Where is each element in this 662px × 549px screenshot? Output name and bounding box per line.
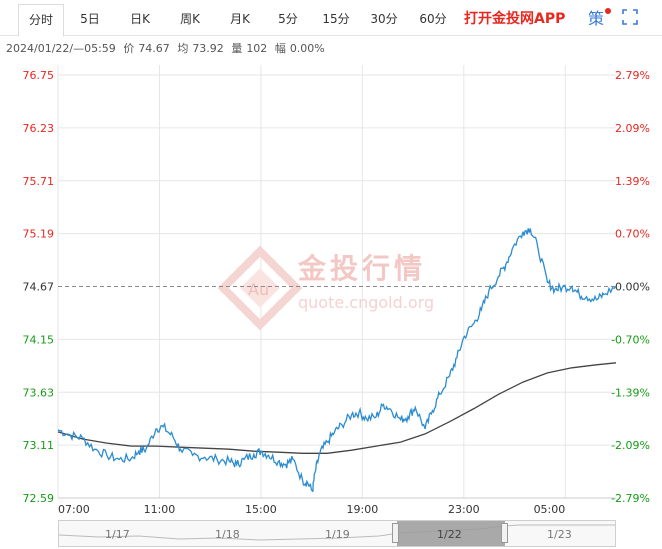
change-value: 0.00% bbox=[289, 42, 325, 55]
navigator-date: 1/18 bbox=[215, 528, 240, 541]
tab-intraday[interactable]: 分时 bbox=[18, 4, 64, 37]
price-tick-label: 75.19 bbox=[23, 228, 55, 241]
navigator-left-handle[interactable] bbox=[392, 523, 399, 543]
volume-value: 102 bbox=[246, 42, 268, 55]
price-line bbox=[57, 228, 617, 492]
percent-tick-label: -2.79% bbox=[611, 492, 650, 505]
watermark: Au 金投行情 quote.cngold.org bbox=[217, 245, 434, 331]
watermark-logo-text: Au bbox=[248, 280, 269, 299]
price-tick-label: 76.75 bbox=[23, 69, 55, 82]
watermark-name: 金投行情 bbox=[297, 252, 426, 285]
navigator-date: 1/23 bbox=[547, 528, 572, 541]
average-price-line bbox=[57, 362, 617, 454]
percent-axis: 2.79% 2.09% 1.39% 0.70% 0.00% -0.70% -1.39% -2.… bbox=[611, 69, 650, 505]
percent-tick-label: -0.70% bbox=[611, 333, 650, 346]
tab-weekly-k[interactable]: 周K bbox=[180, 12, 200, 26]
price-tick-label: 72.59 bbox=[23, 492, 55, 505]
navigator-right-handle[interactable] bbox=[501, 523, 508, 543]
price-axis: 76.75 76.23 75.71 75.19 74.67 74.15 73.63 73.11… bbox=[23, 69, 55, 505]
strategy-button[interactable]: 策 bbox=[588, 9, 605, 28]
navigator-date: 1/17 bbox=[105, 528, 130, 541]
tab-daily-k[interactable]: 日K bbox=[130, 12, 150, 26]
percent-tick-label: -2.09% bbox=[611, 439, 650, 452]
watermark-url: quote.cngold.org bbox=[298, 293, 434, 312]
tab-5-day[interactable]: 5日 bbox=[80, 12, 100, 26]
avg-label: 均 bbox=[177, 42, 189, 55]
volume-label: 量 bbox=[231, 42, 243, 55]
price-tick-label: 74.67 bbox=[23, 281, 55, 294]
tab-60-min[interactable]: 60分 bbox=[419, 12, 447, 26]
change-label: 幅 bbox=[274, 42, 286, 55]
range-navigator[interactable]: 1/17 1/18 1/19 1/22 1/23 bbox=[58, 520, 616, 547]
time-tick-label: 23:00 bbox=[448, 503, 480, 516]
percent-tick-label: 1.39% bbox=[615, 175, 650, 188]
tab-30-min[interactable]: 30分 bbox=[370, 12, 398, 26]
navigator-date: 1/19 bbox=[325, 528, 350, 541]
percent-tick-label: -1.39% bbox=[611, 386, 650, 399]
period-toolbar: 分时 5日 日K 周K 月K 5分 15分 30分 60分 打开金投网APP 策 bbox=[0, 0, 662, 37]
time-tick-label: 05:00 bbox=[534, 503, 566, 516]
time-tick-label: 15:00 bbox=[245, 503, 277, 516]
price-label: 价 bbox=[123, 42, 135, 55]
navigator-date: 1/22 bbox=[437, 528, 462, 541]
price-tick-label: 75.71 bbox=[23, 175, 55, 188]
chart-grid bbox=[57, 65, 616, 499]
price-tick-label: 74.15 bbox=[23, 333, 55, 346]
percent-tick-label: 0.70% bbox=[615, 228, 650, 241]
percent-tick-label: 2.79% bbox=[615, 69, 650, 82]
open-app-link[interactable]: 打开金投网APP bbox=[464, 11, 566, 27]
price-tick-label: 73.11 bbox=[23, 439, 55, 452]
fullscreen-icon[interactable] bbox=[622, 9, 638, 25]
quote-datetime: 2024/01/22/—05:59 bbox=[6, 42, 116, 55]
price-value: 74.67 bbox=[138, 42, 170, 55]
tab-monthly-k[interactable]: 月K bbox=[230, 12, 250, 26]
percent-tick-label: 0.00% bbox=[615, 281, 650, 294]
avg-value: 73.92 bbox=[192, 42, 224, 55]
price-tick-label: 73.63 bbox=[23, 386, 55, 399]
quote-info-line: 2024/01/22/—05:59 价 74.67 均 73.92 量 102 幅 0.… bbox=[6, 40, 329, 58]
navigator-selection[interactable] bbox=[397, 521, 505, 546]
time-tick-label: 19:00 bbox=[347, 503, 379, 516]
tab-15-min[interactable]: 15分 bbox=[322, 12, 350, 26]
time-axis: 07:00 11:00 15:00 19:00 23:00 05:00 bbox=[58, 503, 565, 516]
time-tick-label: 11:00 bbox=[144, 503, 176, 516]
price-tick-label: 76.23 bbox=[23, 122, 55, 135]
percent-tick-label: 2.09% bbox=[615, 122, 650, 135]
notification-dot bbox=[605, 8, 611, 14]
tab-5-min[interactable]: 5分 bbox=[278, 12, 298, 26]
intraday-chart[interactable]: Au 金投行情 quote.cngold.org 76.75 76.23 75.71… bbox=[0, 60, 662, 518]
time-tick-label: 07:00 bbox=[58, 503, 90, 516]
